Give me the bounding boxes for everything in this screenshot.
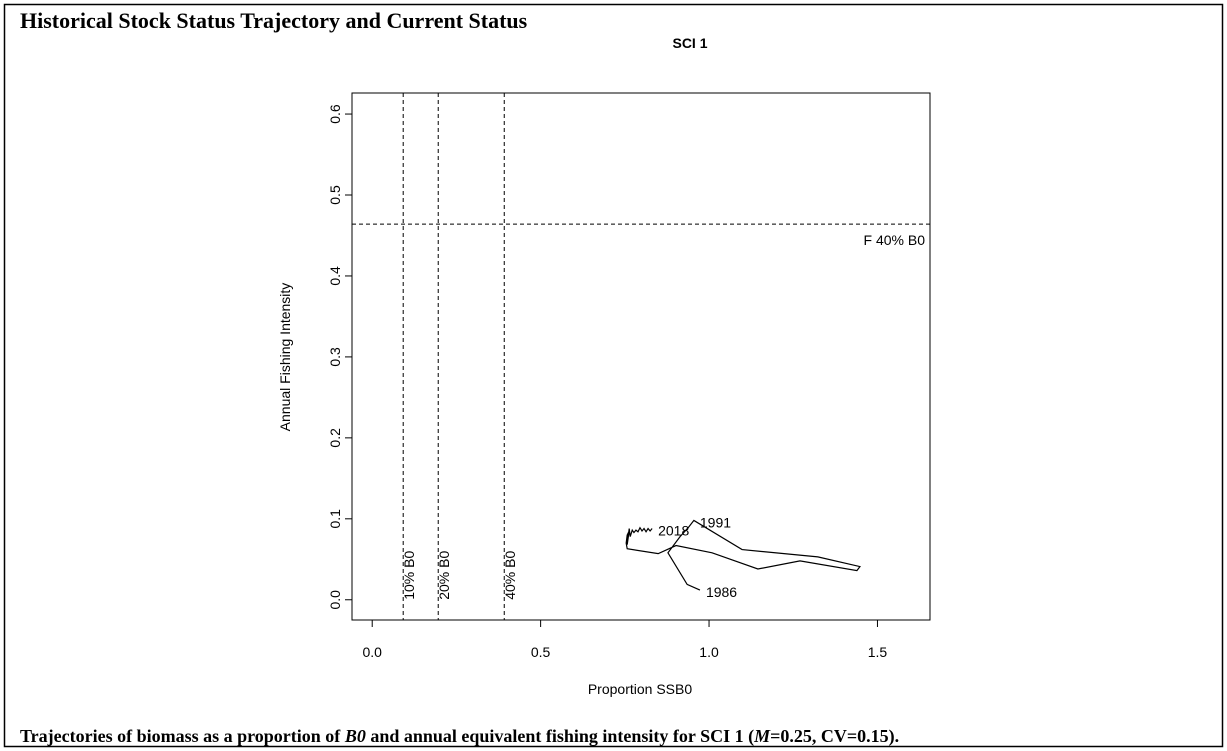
header: Historical Stock Status Trajectory and C… bbox=[20, 8, 528, 33]
x-axis-label: Proportion SSB0 bbox=[588, 681, 692, 697]
x-tick-label: 0.0 bbox=[362, 644, 382, 660]
point-label: 1991 bbox=[700, 514, 731, 530]
reference-label: 20% B0 bbox=[436, 551, 452, 600]
x-tick-label: 0.5 bbox=[531, 644, 551, 660]
y-tick-label: 0.6 bbox=[327, 104, 343, 124]
y-tick-label: 0.4 bbox=[327, 266, 343, 286]
caption-part: Trajectories of biomass as a proportion … bbox=[20, 726, 345, 746]
y-tick-label: 0.1 bbox=[327, 509, 343, 529]
caption: Trajectories of biomass as a proportion … bbox=[20, 726, 899, 747]
x-tick-label: 1.5 bbox=[868, 644, 888, 660]
reference-label: 40% B0 bbox=[502, 551, 518, 600]
reference-label: F 40% B0 bbox=[864, 232, 926, 248]
chart-title: SCI 1 bbox=[672, 35, 707, 51]
y-axis-label: Annual Fishing Intensity bbox=[277, 283, 293, 432]
frame bbox=[3, 3, 1224, 748]
reference-label: 10% B0 bbox=[401, 551, 417, 600]
caption-part: M bbox=[753, 726, 771, 746]
y-tick-label: 0.2 bbox=[327, 428, 343, 448]
point-label: 1986 bbox=[706, 584, 737, 600]
trajectory bbox=[625, 519, 861, 591]
caption-part: B0 bbox=[344, 726, 366, 746]
y-tick-label: 0.5 bbox=[327, 185, 343, 205]
point-label: 2018 bbox=[658, 523, 689, 539]
caption-part: =0.25, CV=0.15). bbox=[770, 726, 899, 747]
x-tick-label: 1.0 bbox=[699, 644, 719, 660]
caption-part: and annual equivalent fishing intensity … bbox=[366, 726, 754, 747]
y-tick-label: 0.0 bbox=[327, 590, 343, 610]
y-tick-label: 0.3 bbox=[327, 347, 343, 367]
